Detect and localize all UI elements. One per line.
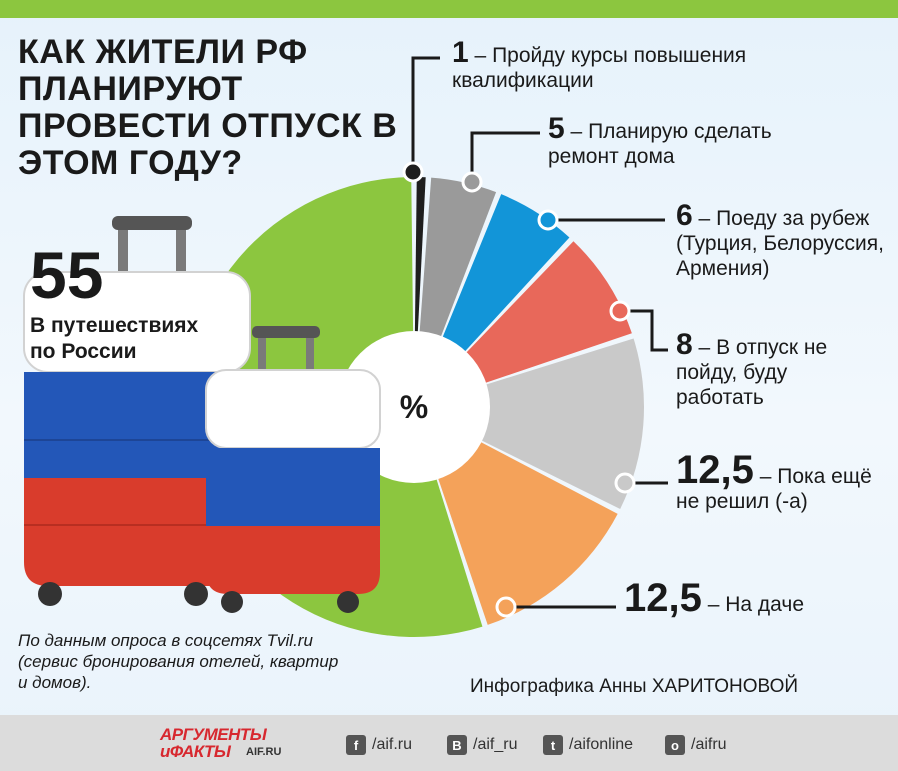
slice-label-5: 5 – Планирую сделать ремонт дома — [548, 114, 828, 169]
social-handle: /aifonline — [569, 736, 634, 753]
slice-label-12-5-undecided: 12,5 – Пока ещё не решил (-а) — [676, 450, 876, 514]
slice-text-12-5-dacha: На даче — [725, 593, 805, 616]
slice-value-55: 55 — [30, 238, 103, 312]
social-facebook-link[interactable]: f /aif.ru — [346, 733, 412, 757]
slice-label-55-line-1: В путешествиях — [30, 314, 199, 337]
suitcase-small-icon — [205, 326, 381, 613]
logo-site: AIF.RU — [246, 746, 282, 758]
dash: – — [570, 120, 583, 143]
slice-text-5: Планирую сделать ремонт дома — [548, 120, 772, 168]
slice-value-8: 8 — [676, 328, 693, 361]
social-handle: /aif_ru — [473, 736, 518, 753]
pie-center-hole — [338, 331, 490, 483]
logo-line-1: АРГУМЕНТЫ — [160, 725, 267, 744]
leader-dot-slice-12-5-undecided — [614, 472, 636, 494]
slice-value-5: 5 — [548, 112, 565, 145]
infographic-credit: Инфографика Анны ХАРИТОНОВОЙ — [470, 676, 799, 697]
slice-value-6: 6 — [676, 199, 693, 232]
dash: – — [698, 336, 711, 359]
dash: – — [474, 44, 487, 67]
slice-text-1: Пройду курсы повышения квалификации — [452, 44, 747, 92]
slice-value-12-5-dacha: 12,5 — [624, 576, 702, 620]
leader-dots — [402, 161, 636, 618]
social-vk-link[interactable]: B /aif_ru — [447, 733, 517, 757]
top-accent-bar — [0, 0, 898, 18]
leader-line-slice-1 — [411, 56, 440, 170]
ok-icon: o — [665, 735, 685, 755]
vk-icon: B — [447, 735, 467, 755]
twitter-icon: t — [543, 735, 563, 755]
leader-dot-slice-12-5-dacha — [495, 596, 517, 618]
page-title: КАК ЖИТЕЛИ РФ ПЛАНИРУЮТ ПРОВЕСТИ ОТПУСК … — [18, 33, 398, 182]
pie-slice-12-5 — [414, 338, 644, 509]
slice-text-6: Поеду за рубеж (Турция, Белоруссия, Арме… — [676, 207, 884, 280]
social-handle: /aif.ru — [372, 736, 413, 753]
dash: – — [707, 593, 720, 616]
leader-line-slice-5 — [470, 131, 540, 182]
leader-lines — [411, 56, 668, 609]
leader-line-slice-8 — [620, 309, 668, 352]
social-ok-link[interactable]: o /aifru — [665, 733, 727, 757]
slice-label-6: 6 – Поеду за рубеж (Турция, Белоруссия, … — [676, 201, 891, 281]
facebook-icon: f — [346, 735, 366, 755]
slice-label-12-5-dacha: 12,5 – На даче — [624, 578, 864, 618]
dash: – — [759, 465, 772, 488]
slice-value-1: 1 — [452, 36, 469, 69]
logo-line-2: иФАКТЫ — [160, 742, 231, 761]
aif-logo[interactable]: АРГУМЕНТЫ иФАКТЫ AIF.RU — [160, 725, 300, 765]
slice-label-55-line-2: по России — [30, 340, 137, 363]
pie-center-label: % — [400, 389, 428, 425]
slice-label-8: 8 – В отпуск не пойду, буду работать — [676, 330, 876, 410]
slice-label-55: В путешествиях по России — [30, 314, 204, 363]
slice-value-12-5-undecided: 12,5 — [676, 448, 754, 492]
social-twitter-link[interactable]: t /aifonline — [543, 733, 633, 757]
slice-text-12-5-undecided: Пока ещё не решил (-а) — [676, 465, 872, 513]
leader-dot-slice-8 — [609, 300, 631, 322]
leader-dot-slice-5 — [461, 171, 483, 193]
slice-label-1: 1 – Пройду курсы повышения квалификации — [452, 38, 832, 93]
leader-dot-slice-6 — [537, 209, 559, 231]
source-note: По данным опроса в соцсетях Tvil.ru (сер… — [18, 631, 339, 692]
dash: – — [698, 207, 711, 230]
leader-dot-slice-1 — [402, 161, 424, 183]
slice-text-8: В отпуск не пойду, буду работать — [676, 336, 828, 409]
social-handle: /aifru — [691, 736, 727, 753]
